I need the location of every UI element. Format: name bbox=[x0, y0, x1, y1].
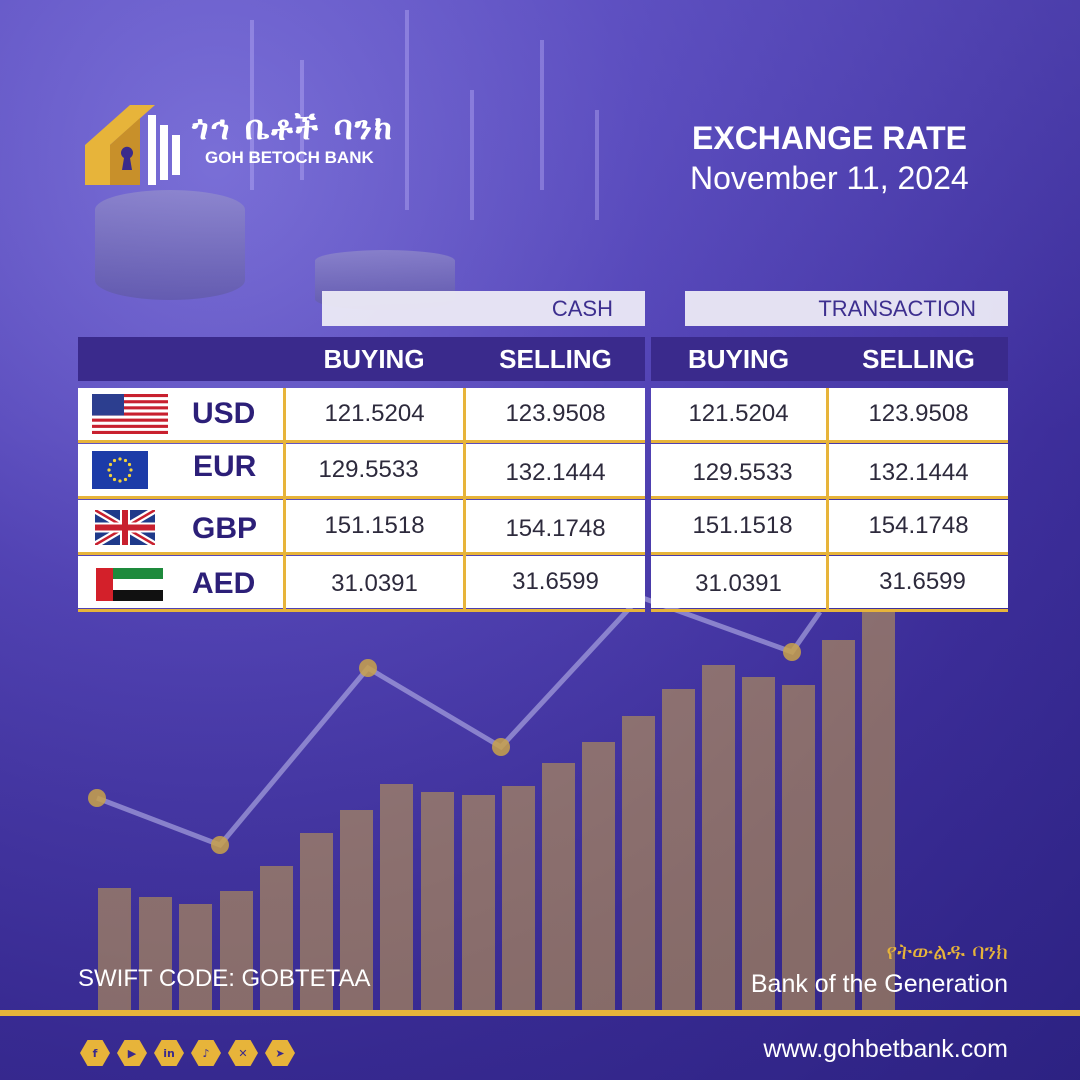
table-divider bbox=[651, 609, 1008, 612]
facebook-icon[interactable]: f bbox=[80, 1040, 110, 1066]
table-divider bbox=[78, 609, 645, 612]
cash-buying-value: 151.1518 bbox=[324, 512, 425, 539]
eu-flag-icon bbox=[92, 451, 148, 489]
uk-flag-icon bbox=[95, 510, 155, 545]
cash-buying-value: 129.5533 bbox=[318, 456, 419, 483]
table-divider bbox=[78, 496, 645, 499]
candle-decoration bbox=[540, 40, 544, 190]
table-header-bar bbox=[651, 337, 1008, 381]
us-flag-icon bbox=[92, 394, 168, 434]
column-header-transaction-selling: SELLING bbox=[862, 344, 975, 374]
candle-decoration bbox=[595, 110, 599, 220]
uae-flag-icon bbox=[96, 568, 163, 601]
table-row bbox=[78, 388, 645, 440]
cash-buying-value: 121.5204 bbox=[324, 400, 425, 427]
cash-selling-value: 31.6599 bbox=[512, 568, 599, 595]
table-divider bbox=[463, 388, 466, 612]
transaction-group-header: TRANSACTION bbox=[685, 291, 1008, 326]
currency-code: USD bbox=[192, 397, 256, 430]
tiktok-icon[interactable]: ♪ bbox=[191, 1040, 221, 1066]
table-divider bbox=[283, 388, 286, 612]
linkedin-icon[interactable]: in bbox=[154, 1040, 184, 1066]
cash-selling-value: 154.1748 bbox=[505, 515, 606, 542]
bar-group-decoration bbox=[98, 612, 895, 1010]
transaction-buying-value: 121.5204 bbox=[688, 400, 789, 427]
table-row bbox=[651, 444, 1008, 496]
column-header-transaction-buying: BUYING bbox=[687, 344, 790, 374]
currency-code: GBP bbox=[192, 512, 258, 545]
cash-buying-value: 31.0391 bbox=[331, 570, 418, 597]
coin-stack-decoration bbox=[95, 190, 245, 300]
table-divider bbox=[78, 440, 645, 443]
x-icon[interactable]: ✕ bbox=[228, 1040, 258, 1066]
bank-name-english: GOH BETOCH BANK bbox=[205, 148, 374, 167]
slogan: Bank of the Generation bbox=[750, 970, 1008, 998]
transaction-selling-value: 31.6599 bbox=[879, 568, 966, 595]
transaction-buying-value: 31.0391 bbox=[695, 570, 782, 597]
page-title: EXCHANGE RATE bbox=[692, 120, 967, 156]
slogan-amharic: የትውልዱ ባንክ bbox=[886, 940, 1008, 965]
transaction-selling-value: 154.1748 bbox=[868, 512, 969, 539]
transaction-selling-value: 132.1444 bbox=[868, 459, 969, 486]
table-divider bbox=[78, 552, 645, 555]
table-row bbox=[78, 556, 645, 608]
cash-selling-value: 123.9508 bbox=[505, 400, 606, 427]
candle-decoration bbox=[405, 10, 409, 210]
table-row bbox=[78, 444, 645, 496]
house-logo-icon bbox=[85, 105, 180, 185]
table-divider bbox=[651, 552, 1008, 555]
footer-divider bbox=[0, 1010, 1080, 1016]
candle-decoration bbox=[300, 60, 304, 180]
table-divider bbox=[826, 388, 829, 612]
column-header-cash-selling: SELLING bbox=[499, 344, 612, 374]
table-row bbox=[651, 500, 1008, 552]
telegram-icon[interactable]: ➤ bbox=[265, 1040, 295, 1066]
website-link[interactable]: www.gohbetbank.com bbox=[763, 1035, 1008, 1063]
candle-decoration bbox=[470, 90, 474, 220]
column-header-cash-buying: BUYING bbox=[323, 344, 425, 374]
table-row bbox=[78, 500, 645, 552]
cash-group-header: CASH bbox=[322, 291, 645, 326]
youtube-icon[interactable]: ▶ bbox=[117, 1040, 147, 1066]
bank-logo: ጎኅ ቤቶች ባንክ GOH BETOCH BANK bbox=[80, 100, 392, 190]
currency-code: AED bbox=[192, 567, 256, 600]
table-header-bar bbox=[78, 337, 645, 381]
table-divider bbox=[651, 496, 1008, 499]
candle-decoration bbox=[250, 20, 254, 190]
rate-date: November 11, 2024 bbox=[690, 160, 969, 196]
table-row bbox=[651, 388, 1008, 440]
swift-code: SWIFT CODE: GOBTETAA bbox=[78, 965, 371, 992]
cash-selling-value: 132.1444 bbox=[505, 459, 606, 486]
transaction-buying-value: 129.5533 bbox=[692, 459, 793, 486]
transaction-buying-value: 151.1518 bbox=[692, 512, 793, 539]
table-divider bbox=[651, 440, 1008, 443]
social-links: f ▶ in ♪ ✕ ➤ bbox=[80, 1040, 295, 1066]
transaction-selling-value: 123.9508 bbox=[868, 400, 969, 427]
currency-code: EUR bbox=[193, 450, 257, 483]
bank-name-amharic: ጎኅ ቤቶች ባንክ bbox=[192, 108, 394, 147]
table-row bbox=[651, 556, 1008, 608]
